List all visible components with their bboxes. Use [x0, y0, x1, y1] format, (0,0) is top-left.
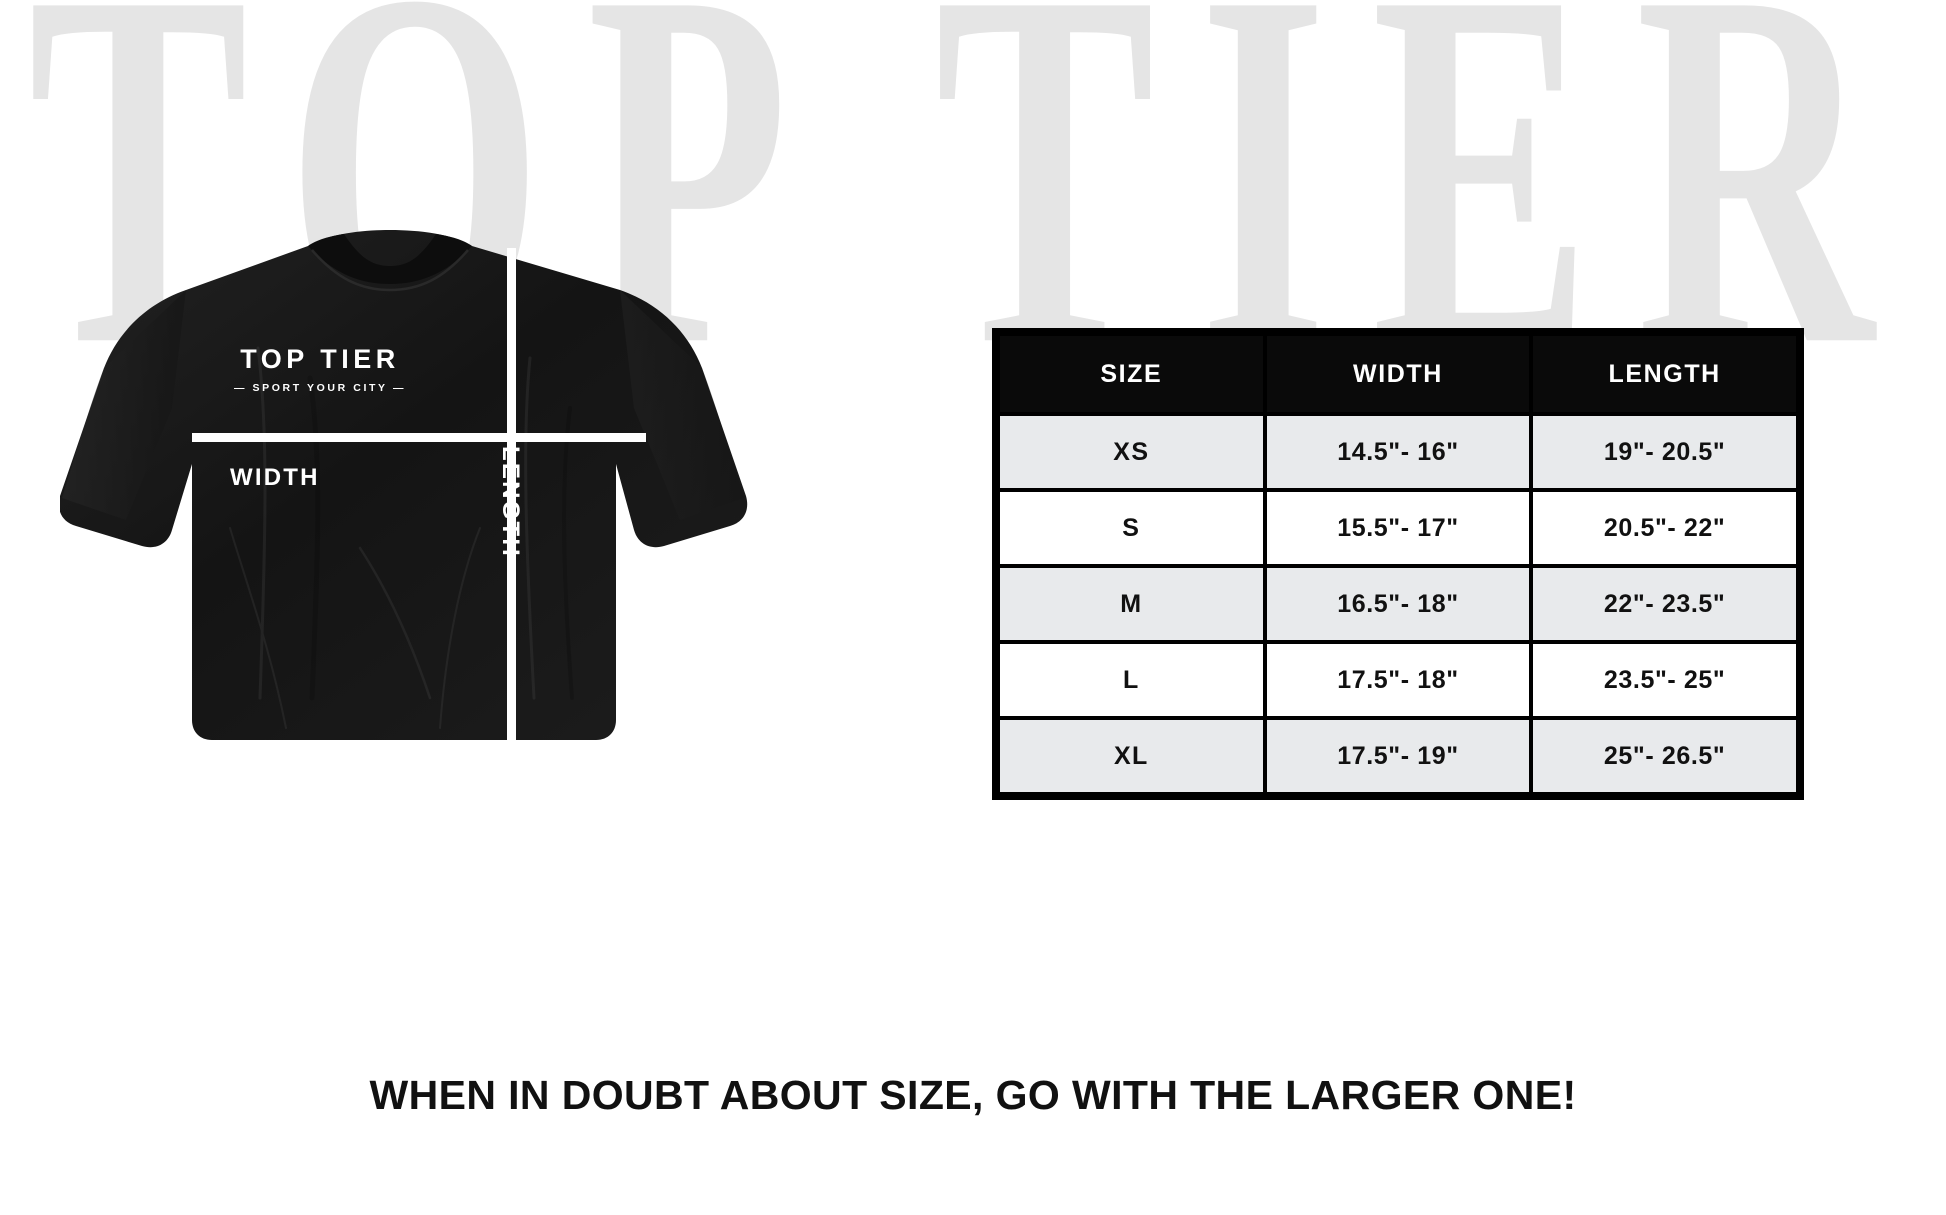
length-measure-label: LENGTH [497, 446, 524, 558]
cell-width: 16.5"- 18" [1266, 568, 1530, 640]
size-chart-body: XS 14.5"- 16" 19"- 20.5" S 15.5"- 17" 20… [1000, 416, 1796, 792]
cell-length: 23.5"- 25" [1533, 644, 1796, 716]
measurement-guide-lines [192, 248, 646, 740]
cell-size: L [1000, 644, 1263, 716]
table-header-row: SIZE WIDTH LENGTH [1000, 336, 1796, 412]
cell-length: 22"- 23.5" [1533, 568, 1796, 640]
table-row: XS 14.5"- 16" 19"- 20.5" [1000, 416, 1796, 488]
shirt-illustration [60, 228, 760, 748]
table-row: L 17.5"- 18" 23.5"- 25" [1000, 644, 1796, 716]
size-chart-table: SIZE WIDTH LENGTH XS 14.5"- 16" 19"- 20.… [996, 332, 1800, 796]
size-chart: SIZE WIDTH LENGTH XS 14.5"- 16" 19"- 20.… [992, 328, 1804, 800]
table-row: S 15.5"- 17" 20.5"- 22" [1000, 492, 1796, 564]
cell-size: XL [1000, 720, 1263, 792]
cell-size: XS [1000, 416, 1263, 488]
column-header-width: WIDTH [1266, 336, 1530, 412]
cell-size: S [1000, 492, 1263, 564]
cell-width: 17.5"- 19" [1266, 720, 1530, 792]
cell-length: 25"- 26.5" [1533, 720, 1796, 792]
cell-length: 19"- 20.5" [1533, 416, 1796, 488]
table-row: M 16.5"- 18" 22"- 23.5" [1000, 568, 1796, 640]
column-header-length: LENGTH [1533, 336, 1796, 412]
cell-width: 14.5"- 16" [1266, 416, 1530, 488]
shirt-mockup: TOP TIER — SPORT YOUR CITY — WIDTH LENGT… [60, 228, 760, 748]
cell-length: 20.5"- 22" [1533, 492, 1796, 564]
size-chart-head: SIZE WIDTH LENGTH [1000, 336, 1796, 412]
cell-size: M [1000, 568, 1263, 640]
cell-width: 15.5"- 17" [1266, 492, 1530, 564]
width-measure-label: WIDTH [230, 464, 320, 491]
table-row: XL 17.5"- 19" 25"- 26.5" [1000, 720, 1796, 792]
cell-width: 17.5"- 18" [1266, 644, 1530, 716]
column-header-size: SIZE [1000, 336, 1263, 412]
sizing-advice-note: WHEN IN DOUBT ABOUT SIZE, GO WITH THE LA… [369, 1072, 1577, 1118]
